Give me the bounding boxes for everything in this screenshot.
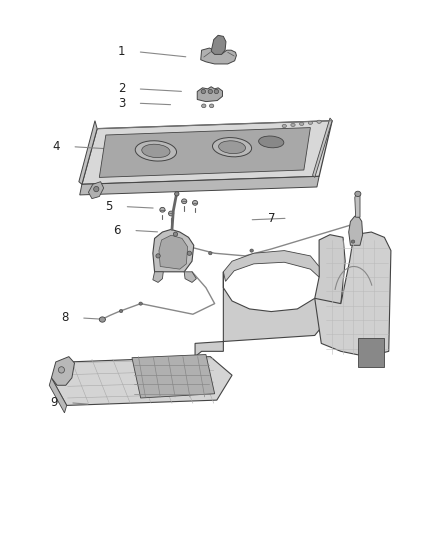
- Ellipse shape: [201, 104, 206, 108]
- Ellipse shape: [208, 252, 212, 255]
- Ellipse shape: [99, 317, 106, 322]
- Polygon shape: [49, 378, 67, 413]
- Polygon shape: [358, 338, 385, 367]
- Text: 1: 1: [118, 45, 125, 58]
- Polygon shape: [197, 87, 223, 102]
- Ellipse shape: [156, 254, 160, 258]
- Text: 2: 2: [118, 83, 125, 95]
- Text: 8: 8: [61, 311, 69, 325]
- Polygon shape: [82, 120, 332, 184]
- Ellipse shape: [201, 90, 205, 94]
- Ellipse shape: [355, 191, 361, 197]
- Ellipse shape: [212, 138, 251, 157]
- Ellipse shape: [135, 141, 177, 161]
- Polygon shape: [211, 35, 226, 54]
- Polygon shape: [51, 357, 74, 385]
- Ellipse shape: [58, 367, 64, 373]
- Ellipse shape: [219, 141, 246, 154]
- Polygon shape: [223, 251, 319, 281]
- Polygon shape: [153, 229, 194, 272]
- Polygon shape: [355, 192, 360, 217]
- Text: 7: 7: [268, 212, 276, 225]
- Polygon shape: [313, 118, 332, 177]
- Ellipse shape: [142, 144, 170, 158]
- Ellipse shape: [187, 251, 191, 255]
- Ellipse shape: [169, 211, 174, 216]
- Text: 6: 6: [113, 224, 121, 237]
- Ellipse shape: [250, 249, 253, 252]
- Ellipse shape: [94, 187, 99, 192]
- Ellipse shape: [282, 124, 286, 127]
- Text: 9: 9: [50, 396, 58, 409]
- Ellipse shape: [160, 207, 165, 212]
- Ellipse shape: [209, 104, 214, 108]
- Polygon shape: [79, 120, 97, 184]
- Ellipse shape: [317, 120, 321, 123]
- Ellipse shape: [173, 232, 178, 236]
- Ellipse shape: [139, 302, 142, 305]
- Ellipse shape: [192, 200, 198, 205]
- Text: 5: 5: [105, 200, 113, 213]
- Polygon shape: [184, 272, 196, 282]
- Polygon shape: [51, 357, 232, 406]
- Ellipse shape: [208, 90, 212, 94]
- Polygon shape: [132, 354, 215, 398]
- Ellipse shape: [351, 240, 355, 243]
- Polygon shape: [315, 232, 391, 357]
- Polygon shape: [201, 48, 237, 64]
- Ellipse shape: [119, 310, 123, 313]
- Ellipse shape: [300, 122, 304, 125]
- Ellipse shape: [258, 136, 284, 148]
- Polygon shape: [88, 182, 104, 199]
- Ellipse shape: [214, 90, 219, 94]
- Ellipse shape: [182, 199, 187, 204]
- Ellipse shape: [175, 192, 179, 196]
- Polygon shape: [99, 127, 311, 177]
- Text: 3: 3: [118, 96, 125, 110]
- Ellipse shape: [308, 121, 313, 124]
- Polygon shape: [159, 235, 187, 269]
- Polygon shape: [80, 176, 319, 195]
- Text: 4: 4: [53, 140, 60, 153]
- Polygon shape: [195, 235, 345, 357]
- Polygon shape: [349, 216, 363, 245]
- Polygon shape: [153, 272, 163, 282]
- Ellipse shape: [291, 123, 295, 126]
